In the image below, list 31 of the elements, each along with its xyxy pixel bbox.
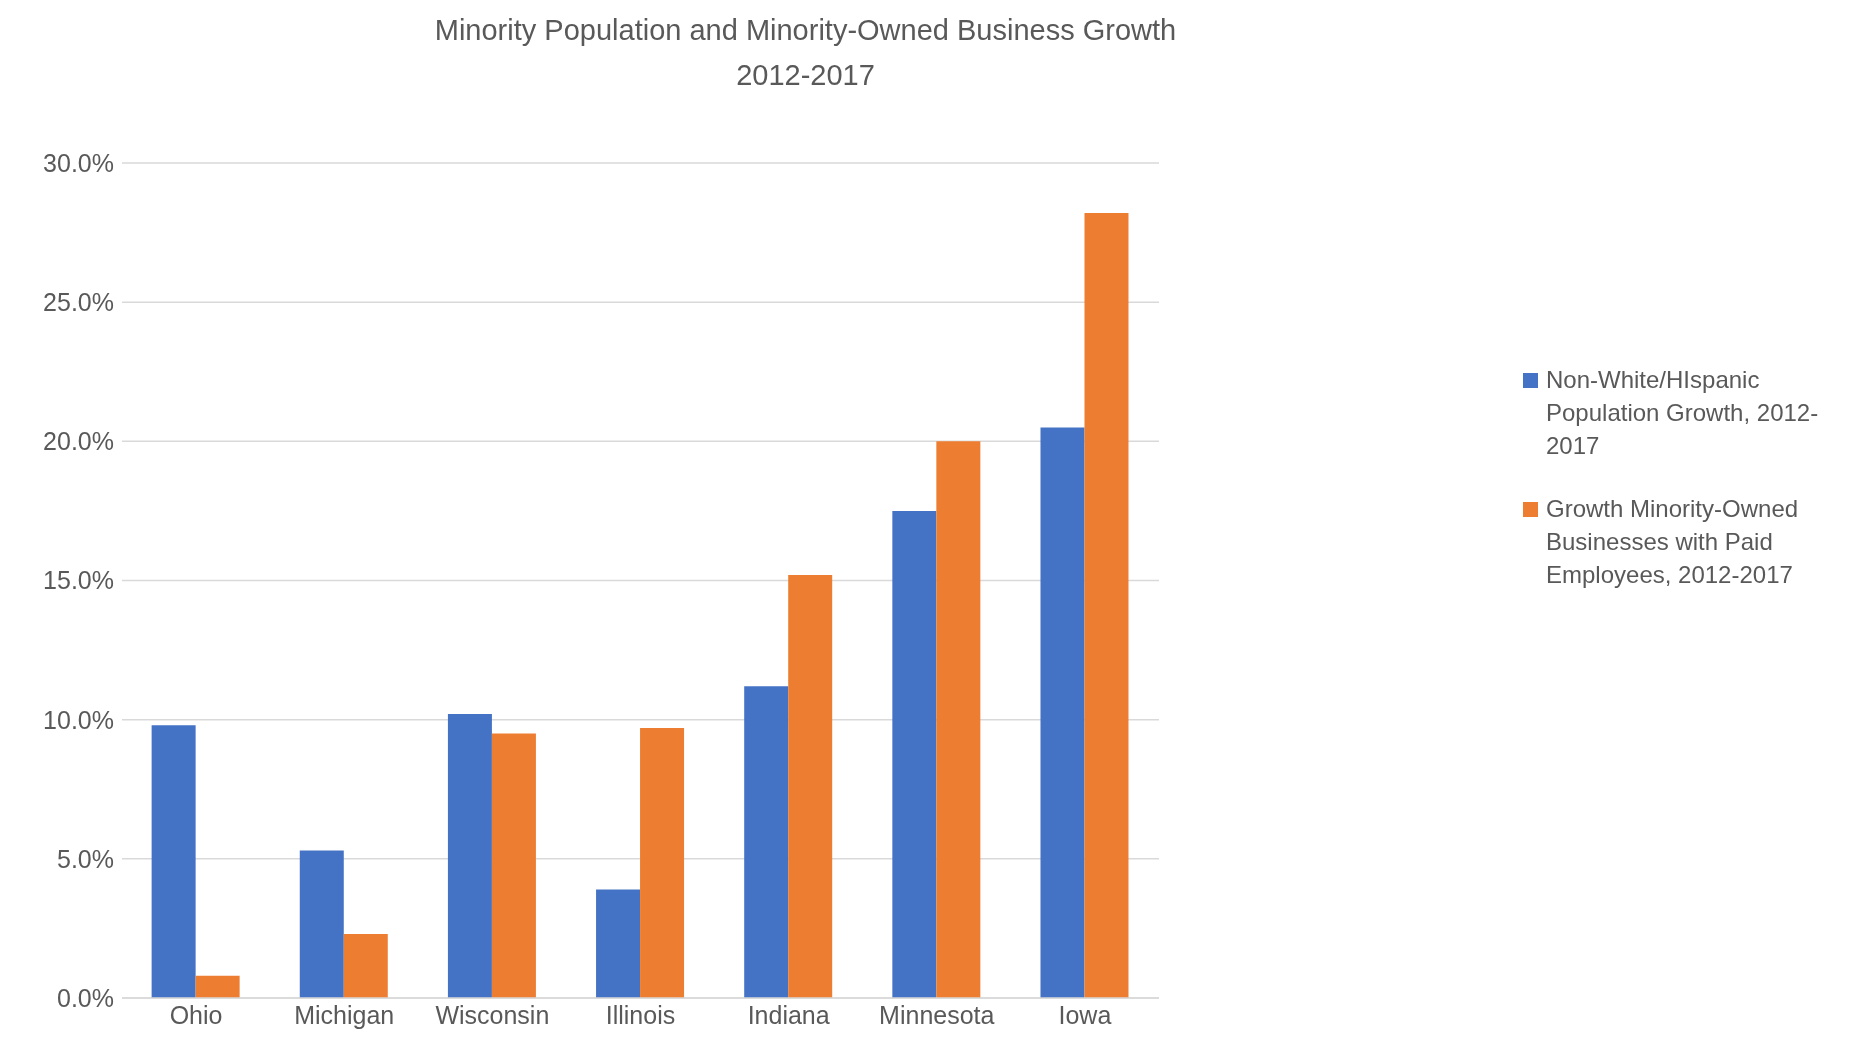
bar xyxy=(892,510,937,998)
bar xyxy=(195,975,240,998)
legend-label: Non-White/HIspanic Population Growth, 2012-2017 xyxy=(1546,365,1820,461)
bar xyxy=(1084,213,1129,998)
bar xyxy=(343,933,388,998)
y-tick-label: 20.0% xyxy=(43,427,114,456)
bar xyxy=(744,686,789,998)
x-tick-label: Iowa xyxy=(1058,1000,1112,1029)
bar xyxy=(151,725,196,998)
x-tick-label: Illinois xyxy=(605,1000,676,1029)
y-tick-label: 15.0% xyxy=(43,566,114,595)
x-tick-label: Minnesota xyxy=(879,1000,995,1029)
y-tick-label: 0.0% xyxy=(57,983,114,1012)
bar xyxy=(596,889,641,998)
y-tick-label: 10.0% xyxy=(43,705,114,734)
bar xyxy=(936,441,981,998)
bar xyxy=(1040,427,1085,998)
bar xyxy=(447,714,492,998)
bar xyxy=(640,728,685,998)
y-tick-label: 5.0% xyxy=(57,844,114,873)
bar xyxy=(299,850,344,998)
y-tick-label: 25.0% xyxy=(43,288,114,317)
bar xyxy=(491,733,536,998)
bar xyxy=(788,574,833,998)
x-tick-label: Michigan xyxy=(294,1000,395,1029)
x-tick-label: Ohio xyxy=(169,1000,223,1029)
x-tick-label: Wisconsin xyxy=(435,1000,550,1029)
y-tick-label: 30.0% xyxy=(43,148,114,177)
legend-label: Growth Minority-Owned Businesses with Paid Employees, 2012-2017 xyxy=(1546,494,1800,590)
chart-title: Minority Population and Minority-Owned Business Growth 2012-2017 xyxy=(433,13,1178,93)
x-tick-label: Indiana xyxy=(747,1000,830,1029)
